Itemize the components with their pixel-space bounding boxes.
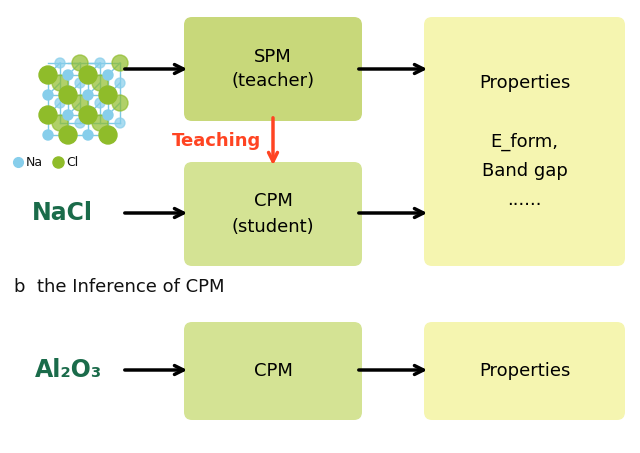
- Text: Properties: Properties: [479, 362, 570, 380]
- Circle shape: [83, 90, 93, 100]
- Circle shape: [79, 66, 97, 84]
- Circle shape: [75, 78, 85, 88]
- Circle shape: [63, 70, 73, 80]
- Text: Al₂O₃: Al₂O₃: [35, 358, 102, 382]
- Circle shape: [99, 126, 117, 144]
- Circle shape: [39, 106, 57, 124]
- Circle shape: [112, 55, 128, 71]
- FancyBboxPatch shape: [424, 322, 625, 420]
- Circle shape: [52, 75, 68, 91]
- Circle shape: [72, 95, 88, 111]
- Circle shape: [92, 75, 108, 91]
- Text: NaCl: NaCl: [31, 201, 93, 225]
- Text: Cl: Cl: [66, 155, 78, 169]
- Circle shape: [79, 106, 97, 124]
- Text: Na: Na: [26, 155, 43, 169]
- Circle shape: [112, 95, 128, 111]
- Circle shape: [43, 90, 53, 100]
- Circle shape: [75, 118, 85, 128]
- Circle shape: [115, 78, 125, 88]
- Text: Properties

E_form,
Band gap
......: Properties E_form, Band gap ......: [479, 74, 570, 209]
- FancyBboxPatch shape: [184, 162, 362, 266]
- Circle shape: [59, 126, 77, 144]
- Circle shape: [115, 118, 125, 128]
- Text: SPM
(teacher): SPM (teacher): [232, 48, 315, 91]
- Circle shape: [55, 98, 65, 108]
- Circle shape: [72, 55, 88, 71]
- Circle shape: [59, 86, 77, 104]
- Circle shape: [83, 130, 93, 140]
- Circle shape: [63, 110, 73, 120]
- Circle shape: [103, 110, 113, 120]
- Text: b  the Inference of CPM: b the Inference of CPM: [14, 278, 225, 296]
- Circle shape: [95, 58, 105, 68]
- Text: Teaching: Teaching: [172, 132, 261, 150]
- Circle shape: [95, 98, 105, 108]
- Circle shape: [43, 130, 53, 140]
- Circle shape: [39, 66, 57, 84]
- Text: CPM: CPM: [253, 362, 292, 380]
- FancyBboxPatch shape: [184, 322, 362, 420]
- Circle shape: [55, 58, 65, 68]
- Circle shape: [103, 70, 113, 80]
- FancyBboxPatch shape: [184, 17, 362, 121]
- Text: CPM
(student): CPM (student): [232, 193, 314, 236]
- FancyBboxPatch shape: [424, 17, 625, 266]
- Circle shape: [92, 115, 108, 131]
- Circle shape: [52, 115, 68, 131]
- Circle shape: [99, 86, 117, 104]
